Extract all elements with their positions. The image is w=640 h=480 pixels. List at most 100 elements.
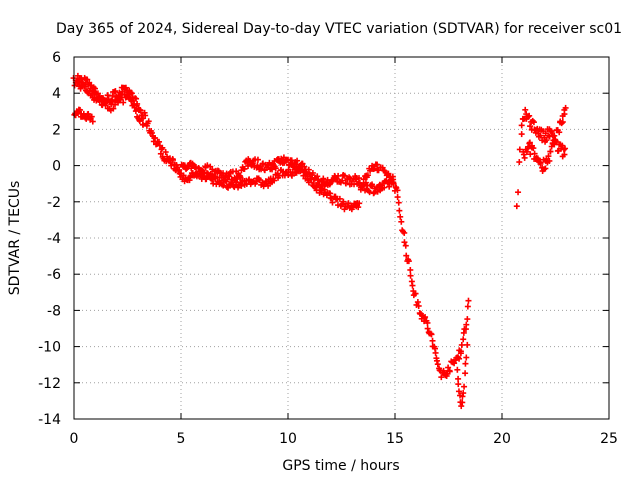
data-point (432, 349, 439, 356)
y-tick-label: -2 (47, 195, 61, 211)
data-point (349, 204, 356, 211)
data-point (357, 186, 364, 193)
grid (74, 57, 609, 419)
data-point (424, 319, 431, 326)
data-point (521, 154, 528, 161)
data-point (429, 337, 436, 344)
data-point (304, 171, 311, 178)
data-point (142, 112, 149, 119)
data-point (546, 157, 553, 164)
data-point (463, 321, 470, 328)
data-point (464, 341, 471, 348)
x-tick-label: 0 (70, 431, 79, 447)
data-point (305, 179, 312, 186)
data-point (288, 172, 295, 179)
data-point (518, 131, 525, 138)
data-point (272, 165, 279, 172)
data-point (537, 132, 544, 139)
data-point (341, 172, 348, 179)
data-point (454, 366, 461, 373)
x-tick-label: 20 (493, 431, 511, 447)
data-point (559, 118, 566, 125)
data-point (395, 199, 402, 206)
data-point (455, 375, 462, 382)
data-point (152, 135, 159, 142)
data-point (394, 194, 401, 201)
data-point (561, 111, 568, 118)
data-point (120, 99, 127, 106)
data-point (396, 207, 403, 214)
data-point (122, 84, 129, 91)
data-point (464, 303, 471, 310)
data-point (547, 148, 554, 155)
data-point (422, 314, 429, 321)
data-point (405, 258, 412, 265)
data-point (246, 176, 253, 183)
data-point (457, 348, 464, 355)
data-point (355, 204, 362, 211)
data-point (318, 185, 325, 192)
data-point (530, 145, 537, 152)
data-point (465, 297, 472, 304)
data-point (385, 170, 392, 177)
data-point (381, 184, 388, 191)
y-tick-label: 6 (52, 50, 61, 66)
data-point (140, 121, 147, 128)
data-point (88, 113, 95, 120)
data-point (148, 129, 155, 136)
y-tick-label: 0 (52, 159, 61, 175)
data-point (314, 173, 321, 180)
data-point (130, 101, 137, 108)
data-point (145, 118, 152, 125)
y-tick-label: -14 (38, 412, 61, 428)
data-point (169, 157, 176, 164)
data-point (128, 90, 135, 97)
data-point (458, 403, 465, 410)
data-point (545, 153, 552, 160)
data-point (550, 140, 557, 147)
data-point (537, 160, 544, 167)
x-axis-label: GPS time / hours (282, 458, 399, 474)
data-point (561, 151, 568, 158)
data-point (516, 159, 523, 166)
data-point (522, 106, 529, 113)
chart-title: Day 365 of 2024, Sidereal Day-to-day VTE… (56, 21, 622, 37)
data-point (390, 180, 397, 187)
data-point (159, 144, 166, 151)
axis-ticks (73, 56, 610, 420)
x-tick-label: 10 (279, 431, 297, 447)
y-tick-label: -6 (47, 267, 61, 283)
data-point (525, 113, 532, 120)
data-point (103, 99, 110, 106)
data-point (389, 176, 396, 183)
data-point (92, 85, 99, 92)
data-point (237, 174, 244, 181)
y-tick-label: 2 (52, 122, 61, 138)
data-point (294, 157, 301, 164)
data-point (463, 354, 470, 361)
data-point (254, 156, 261, 163)
data-point (329, 199, 336, 206)
x-tick-label: 15 (386, 431, 404, 447)
data-point (356, 200, 363, 207)
data-point (530, 119, 537, 126)
data-point (515, 189, 522, 196)
data-point (241, 165, 248, 172)
data-point (445, 364, 452, 371)
y-tick-label: 4 (52, 86, 61, 102)
data-point (523, 148, 530, 155)
data-point (340, 198, 347, 205)
data-point (461, 383, 468, 390)
data-point (526, 139, 533, 146)
data-point (562, 104, 569, 111)
data-point (364, 172, 371, 179)
data-point (77, 106, 84, 113)
y-tick-label: -8 (47, 303, 61, 319)
data-point (223, 178, 230, 185)
data-point (342, 180, 349, 187)
data-point (547, 127, 554, 134)
data-point (424, 325, 431, 332)
data-point (309, 169, 316, 176)
data-point (168, 162, 175, 169)
data-point (527, 123, 534, 130)
